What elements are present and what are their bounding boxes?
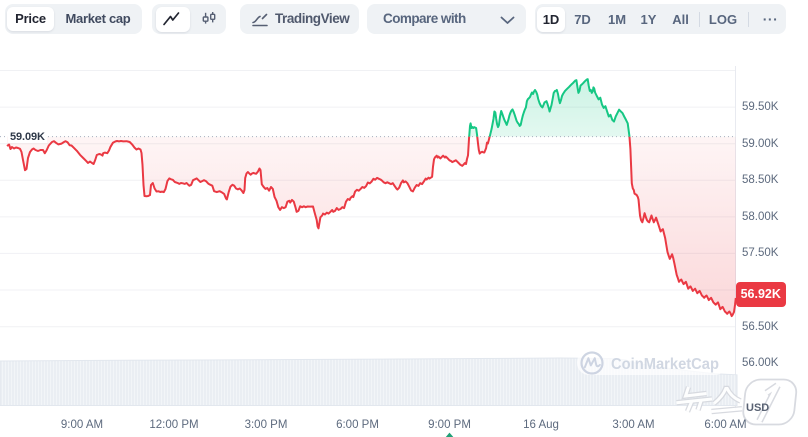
svg-text:CoinMarketCap: CoinMarketCap [611, 356, 719, 373]
